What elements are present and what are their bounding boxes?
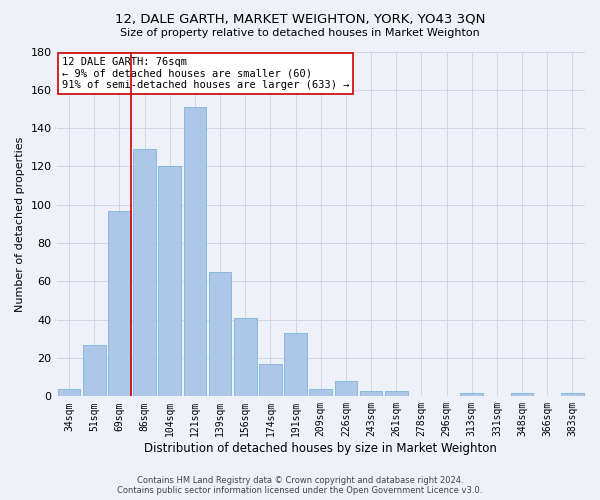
Bar [83, 344, 106, 397]
Bar [209, 272, 232, 396]
Bar [259, 364, 282, 396]
Bar [133, 149, 156, 396]
Text: 12, DALE GARTH, MARKET WEIGHTON, YORK, YO43 3QN: 12, DALE GARTH, MARKET WEIGHTON, YORK, Y… [115, 12, 485, 26]
Bar [360, 390, 382, 396]
Text: Contains HM Land Registry data © Crown copyright and database right 2024.
Contai: Contains HM Land Registry data © Crown c… [118, 476, 482, 495]
Text: Size of property relative to detached houses in Market Weighton: Size of property relative to detached ho… [120, 28, 480, 38]
Bar [460, 392, 483, 396]
Bar [561, 392, 584, 396]
Bar [385, 390, 407, 396]
Y-axis label: Number of detached properties: Number of detached properties [15, 136, 25, 312]
Bar [158, 166, 181, 396]
Bar [310, 388, 332, 396]
Bar [108, 210, 131, 396]
Bar [184, 107, 206, 397]
X-axis label: Distribution of detached houses by size in Market Weighton: Distribution of detached houses by size … [145, 442, 497, 455]
Bar [58, 388, 80, 396]
Text: 12 DALE GARTH: 76sqm
← 9% of detached houses are smaller (60)
91% of semi-detach: 12 DALE GARTH: 76sqm ← 9% of detached ho… [62, 56, 349, 90]
Bar [335, 381, 357, 396]
Bar [234, 318, 257, 396]
Bar [511, 392, 533, 396]
Bar [284, 333, 307, 396]
